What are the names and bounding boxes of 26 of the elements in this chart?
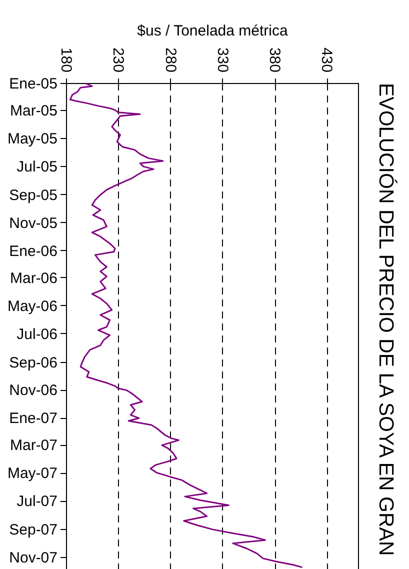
x-tick-label: 380 xyxy=(266,47,284,72)
x-axis-title: $us / Tonelada métrica xyxy=(137,22,288,40)
y-tick-label: Ene-06 xyxy=(9,242,58,260)
x-tick-label: 180 xyxy=(58,47,74,72)
y-tick-label: Jul-07 xyxy=(16,493,58,510)
y-tick-label: Jul-05 xyxy=(16,158,58,176)
y-tick-label: Mar-06 xyxy=(10,270,58,287)
x-tick-label: 330 xyxy=(214,47,231,72)
x-tick-label: 230 xyxy=(110,47,127,72)
y-tick-label: Mar-07 xyxy=(10,437,58,454)
y-tick-label: Nov-07 xyxy=(9,550,58,567)
y-tick-label: Ene-07 xyxy=(9,410,58,428)
y-tick-label: May-07 xyxy=(7,465,58,482)
y-tick-label: May-05 xyxy=(7,130,58,148)
y-tick-label: Sep-07 xyxy=(9,522,58,539)
x-tick-label: 280 xyxy=(162,47,179,72)
text: EVOLUCIÓN DEL PRECIO DE LA SOYA EN GRAN xyxy=(374,83,398,556)
y-tick-label: Sep-06 xyxy=(9,354,58,372)
y-tick-label: Nov-05 xyxy=(9,214,58,232)
y-tick-label: Jul-06 xyxy=(16,326,58,343)
y-tick-label: Sep-05 xyxy=(9,186,58,204)
x-tick-label: 430 xyxy=(318,47,336,72)
y-tick-label: Nov-06 xyxy=(9,382,58,400)
y-tick-label: May-06 xyxy=(7,298,58,315)
y-tick-label: Ene-05 xyxy=(9,76,58,92)
y-tick-label: Mar-05 xyxy=(10,102,58,120)
